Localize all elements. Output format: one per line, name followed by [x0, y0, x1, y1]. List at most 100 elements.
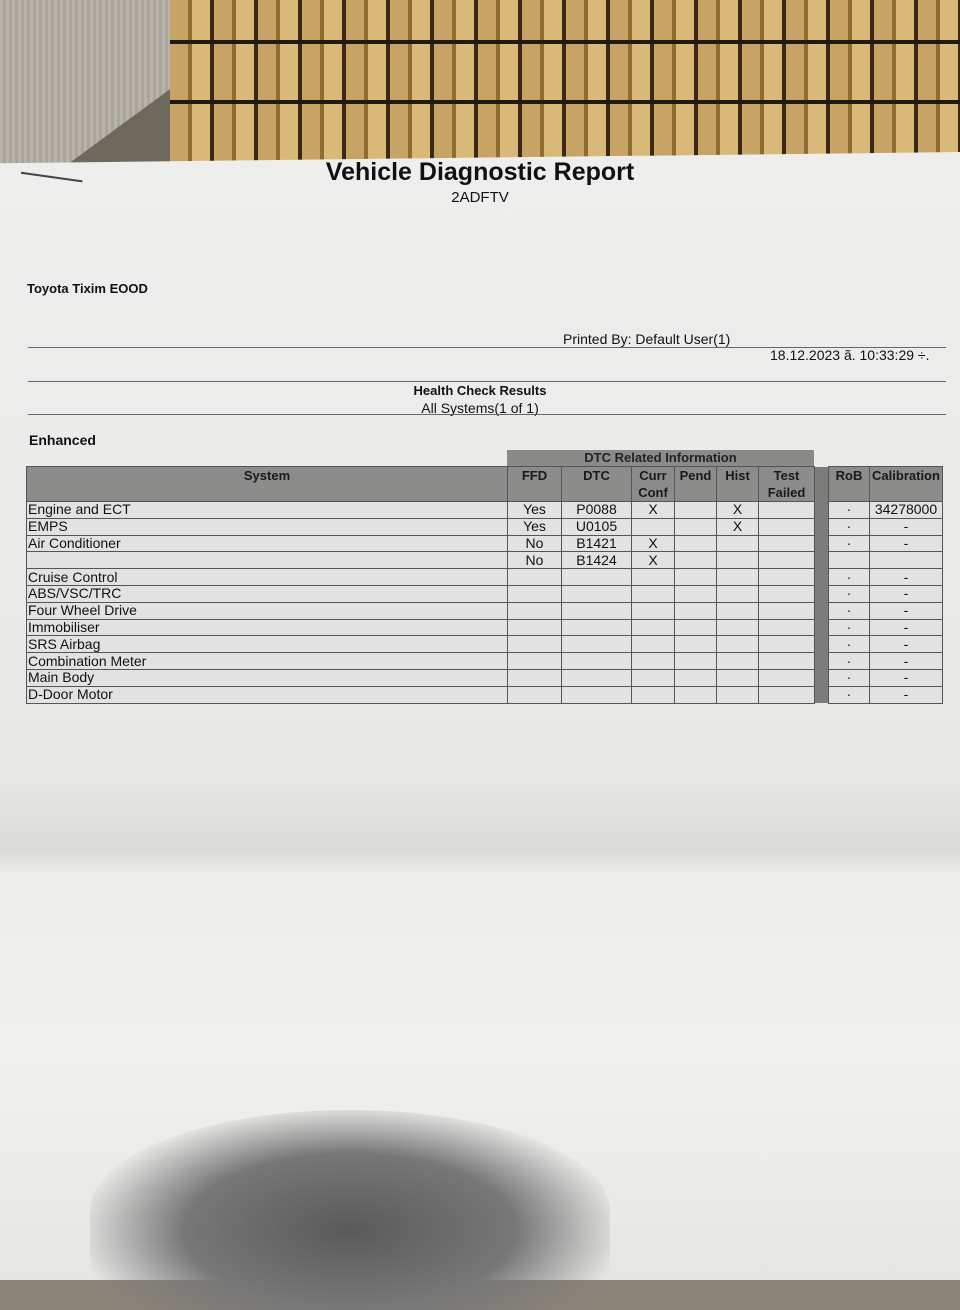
cell-system: Combination Meter — [26, 652, 508, 670]
cell-system: EMPS — [26, 517, 508, 536]
cell-dtc — [561, 652, 632, 670]
cell-test — [758, 517, 815, 536]
cell-system: Main Body — [26, 668, 508, 687]
cell-cal: - — [869, 517, 943, 536]
cell-pend — [674, 601, 717, 620]
cell-ffd — [507, 668, 562, 687]
table-row: Combination Meter · - — [26, 652, 943, 670]
cell-dtc: B1424 — [561, 551, 632, 570]
cell-rob: · — [828, 601, 870, 620]
mode-label: Enhanced — [29, 432, 96, 448]
cell-cal: - — [869, 601, 943, 620]
cell-ffd — [507, 601, 562, 620]
cell-dtc — [561, 635, 632, 654]
cell-pend — [674, 618, 717, 637]
cell-hist — [716, 568, 759, 586]
cell-ffd — [507, 584, 562, 603]
cell-dtc — [561, 584, 632, 603]
cell-ffd — [507, 618, 562, 637]
cell-curr — [631, 652, 675, 670]
company-name: Toyota Tixim EOOD — [27, 281, 148, 296]
table-row: Four Wheel Drive · - — [26, 601, 943, 620]
header-row: System FFD DTC Curr Conf Pend Hist Test … — [26, 466, 943, 502]
separator-band — [814, 501, 829, 519]
report-code: 2ADFTV — [451, 189, 509, 206]
table-row: Immobiliser · - — [26, 618, 943, 637]
cell-dtc — [561, 618, 632, 637]
cell-hist — [716, 652, 759, 670]
cell-curr: X — [631, 551, 675, 570]
separator-band — [814, 669, 829, 687]
separator-band — [814, 619, 829, 636]
separator-band — [814, 602, 829, 620]
col-curr-conf: Curr Conf — [631, 466, 675, 502]
cell-test — [758, 568, 815, 586]
col-calibration: Calibration — [869, 466, 943, 502]
table-row: D-Door Motor · - — [26, 685, 943, 704]
cell-system — [26, 551, 508, 570]
separator-band — [814, 535, 829, 552]
cell-system: ABS/VSC/TRC — [26, 584, 508, 603]
cell-test — [758, 618, 815, 637]
phone-shadow — [90, 1110, 610, 1310]
cell-pend — [674, 551, 717, 570]
cell-cal: - — [869, 652, 943, 670]
cell-rob: · — [828, 652, 870, 670]
cell-ffd — [507, 652, 562, 670]
cell-pend — [674, 568, 717, 586]
paper-sheet — [0, 152, 960, 1280]
cell-hist — [716, 601, 759, 620]
cell-pend — [674, 635, 717, 654]
cell-dtc — [561, 685, 632, 704]
cell-curr — [631, 568, 675, 586]
table-row: Cruise Control · - — [26, 568, 943, 586]
cell-ffd: No — [507, 551, 562, 570]
cell-rob: · — [828, 501, 870, 519]
cell-cal: - — [869, 685, 943, 704]
cell-cal: - — [869, 668, 943, 687]
cell-ffd — [507, 568, 562, 586]
cell-rob: · — [828, 668, 870, 687]
col-system: System — [26, 466, 508, 502]
col-test-failed: Test Failed — [758, 466, 815, 502]
col-dtc: DTC — [561, 466, 632, 502]
cell-pend — [674, 685, 717, 704]
separator-band — [814, 466, 829, 502]
cell-curr: X — [631, 534, 675, 553]
cell-pend — [674, 652, 717, 670]
cell-dtc: U0105 — [561, 517, 632, 536]
cell-hist — [716, 618, 759, 637]
cell-system: Engine and ECT — [26, 501, 508, 519]
cell-test — [758, 601, 815, 620]
divider — [28, 414, 946, 415]
cell-test — [758, 584, 815, 603]
cell-ffd — [507, 685, 562, 704]
table-row: Engine and ECT Yes P0088 X X · 34278000 — [26, 501, 943, 519]
cell-curr — [631, 618, 675, 637]
cell-ffd — [507, 635, 562, 654]
cell-hist — [716, 668, 759, 687]
cell-test — [758, 635, 815, 654]
report-title: Vehicle Diagnostic Report — [325, 158, 635, 186]
cell-test — [758, 652, 815, 670]
cell-dtc — [561, 568, 632, 586]
cell-cal: - — [869, 534, 943, 553]
cell-curr — [631, 685, 675, 704]
table-row: Main Body · - — [26, 668, 943, 687]
cell-ffd: Yes — [507, 501, 562, 519]
separator-band — [814, 568, 829, 586]
separator-band — [814, 585, 829, 603]
cell-dtc — [561, 668, 632, 687]
cell-test — [758, 668, 815, 687]
section-title: Health Check Results — [413, 383, 547, 398]
cell-ffd: Yes — [507, 517, 562, 536]
cell-test — [758, 685, 815, 704]
mat-thread — [170, 40, 960, 44]
cell-dtc — [561, 601, 632, 620]
cell-cal: - — [869, 635, 943, 654]
cell-pend — [674, 517, 717, 536]
cell-hist — [716, 584, 759, 603]
separator-band — [814, 652, 829, 670]
cell-cal: - — [869, 568, 943, 586]
cell-hist: X — [716, 501, 759, 519]
